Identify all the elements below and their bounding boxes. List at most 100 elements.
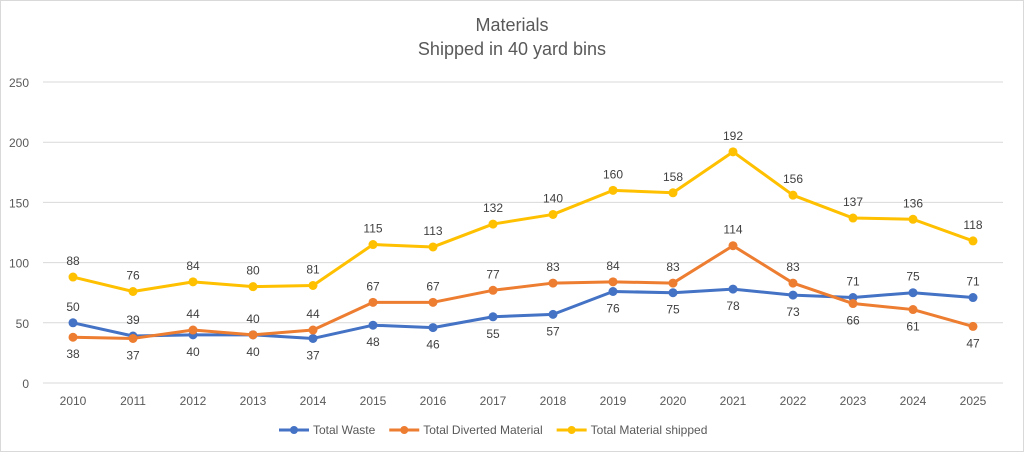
y-tick-label: 100 — [9, 257, 29, 271]
data-point — [68, 318, 78, 328]
data-label: 113 — [423, 224, 442, 238]
data-label: 83 — [546, 260, 560, 274]
data-label: 160 — [603, 167, 623, 181]
data-point — [788, 190, 798, 200]
data-label: 140 — [543, 191, 563, 205]
data-point — [908, 288, 918, 298]
data-point — [308, 280, 318, 290]
data-point — [428, 297, 438, 307]
data-point — [548, 309, 558, 319]
data-label: 75 — [666, 303, 680, 317]
legend-label: Total Diverted Material — [423, 423, 542, 437]
x-tick-label: 2025 — [960, 394, 987, 408]
data-label: 48 — [366, 335, 380, 349]
data-point — [608, 185, 618, 195]
data-point — [128, 286, 138, 296]
data-point — [608, 277, 618, 287]
data-label: 37 — [306, 348, 320, 362]
legend-marker — [290, 426, 298, 434]
data-point — [188, 325, 198, 335]
data-point — [728, 284, 738, 294]
data-point — [428, 323, 438, 333]
data-point — [188, 277, 198, 287]
y-tick-label: 50 — [16, 317, 30, 331]
data-label: 158 — [663, 170, 683, 184]
series-line-1 — [72, 244, 974, 340]
data-label: 73 — [786, 305, 800, 319]
chart-subtitle: Shipped in 40 yard bins — [418, 39, 606, 59]
legend-label: Total Waste — [313, 423, 376, 437]
y-tick-label: 250 — [9, 76, 29, 90]
x-tick-label: 2024 — [900, 394, 927, 408]
data-point — [728, 241, 738, 251]
data-point — [308, 333, 318, 343]
x-tick-label: 2017 — [480, 394, 507, 408]
legend-marker — [400, 426, 409, 434]
x-tick-label: 2010 — [60, 394, 87, 408]
data-label: 80 — [246, 264, 260, 278]
data-point — [488, 219, 498, 229]
series-line-0 — [72, 287, 974, 340]
x-tick-label: 2015 — [360, 394, 387, 408]
data-label: 66 — [846, 314, 860, 328]
data-point — [368, 320, 378, 330]
x-tick-label: 2020 — [660, 394, 687, 408]
data-point — [788, 290, 798, 300]
data-point — [368, 240, 378, 250]
data-point — [668, 278, 678, 288]
data-label: 78 — [726, 299, 740, 313]
y-tick-label: 0 — [22, 377, 29, 391]
data-point — [68, 332, 78, 342]
x-tick-label: 2013 — [240, 394, 267, 408]
data-point — [608, 286, 618, 296]
data-point — [788, 278, 798, 288]
data-point — [908, 305, 918, 315]
data-point — [368, 297, 378, 307]
chart-title: Materials — [475, 15, 548, 35]
data-label: 50 — [66, 300, 80, 314]
data-label: 75 — [906, 270, 920, 284]
data-label: 57 — [546, 324, 560, 338]
data-label: 46 — [426, 338, 440, 352]
data-label: 76 — [126, 268, 140, 282]
data-label: 132 — [483, 201, 503, 215]
legend-marker — [567, 426, 576, 434]
data-label: 81 — [306, 262, 320, 276]
x-tick-label: 2016 — [420, 394, 447, 408]
legend-label: Total Material shipped — [591, 423, 708, 437]
data-label: 47 — [966, 336, 980, 350]
data-label: 156 — [783, 172, 803, 186]
data-label: 71 — [846, 275, 860, 289]
data-label: 71 — [966, 275, 980, 289]
data-point — [728, 147, 738, 157]
data-point — [548, 278, 558, 288]
series-line-2 — [72, 150, 974, 293]
data-label: 83 — [786, 260, 800, 274]
x-tick-label: 2018 — [540, 394, 567, 408]
data-label: 118 — [963, 218, 982, 232]
data-label: 40 — [246, 345, 260, 359]
data-label: 55 — [486, 327, 500, 341]
data-label: 61 — [906, 320, 920, 334]
data-point — [968, 321, 978, 331]
x-tick-label: 2022 — [780, 394, 807, 408]
data-point — [848, 299, 858, 309]
data-point — [908, 214, 918, 224]
data-label: 67 — [426, 279, 440, 293]
data-label: 40 — [246, 312, 260, 326]
x-tick-label: 2023 — [840, 394, 867, 408]
data-point — [248, 282, 258, 292]
data-point — [128, 333, 138, 343]
y-tick-label: 200 — [9, 136, 29, 150]
data-label: 76 — [606, 301, 620, 315]
data-label: 44 — [306, 307, 320, 321]
data-label: 67 — [366, 279, 380, 293]
data-label: 44 — [186, 307, 200, 321]
data-point — [548, 209, 558, 219]
data-label: 39 — [126, 313, 140, 327]
data-label: 136 — [903, 196, 923, 210]
data-label: 84 — [606, 259, 620, 273]
x-tick-label: 2021 — [720, 394, 747, 408]
